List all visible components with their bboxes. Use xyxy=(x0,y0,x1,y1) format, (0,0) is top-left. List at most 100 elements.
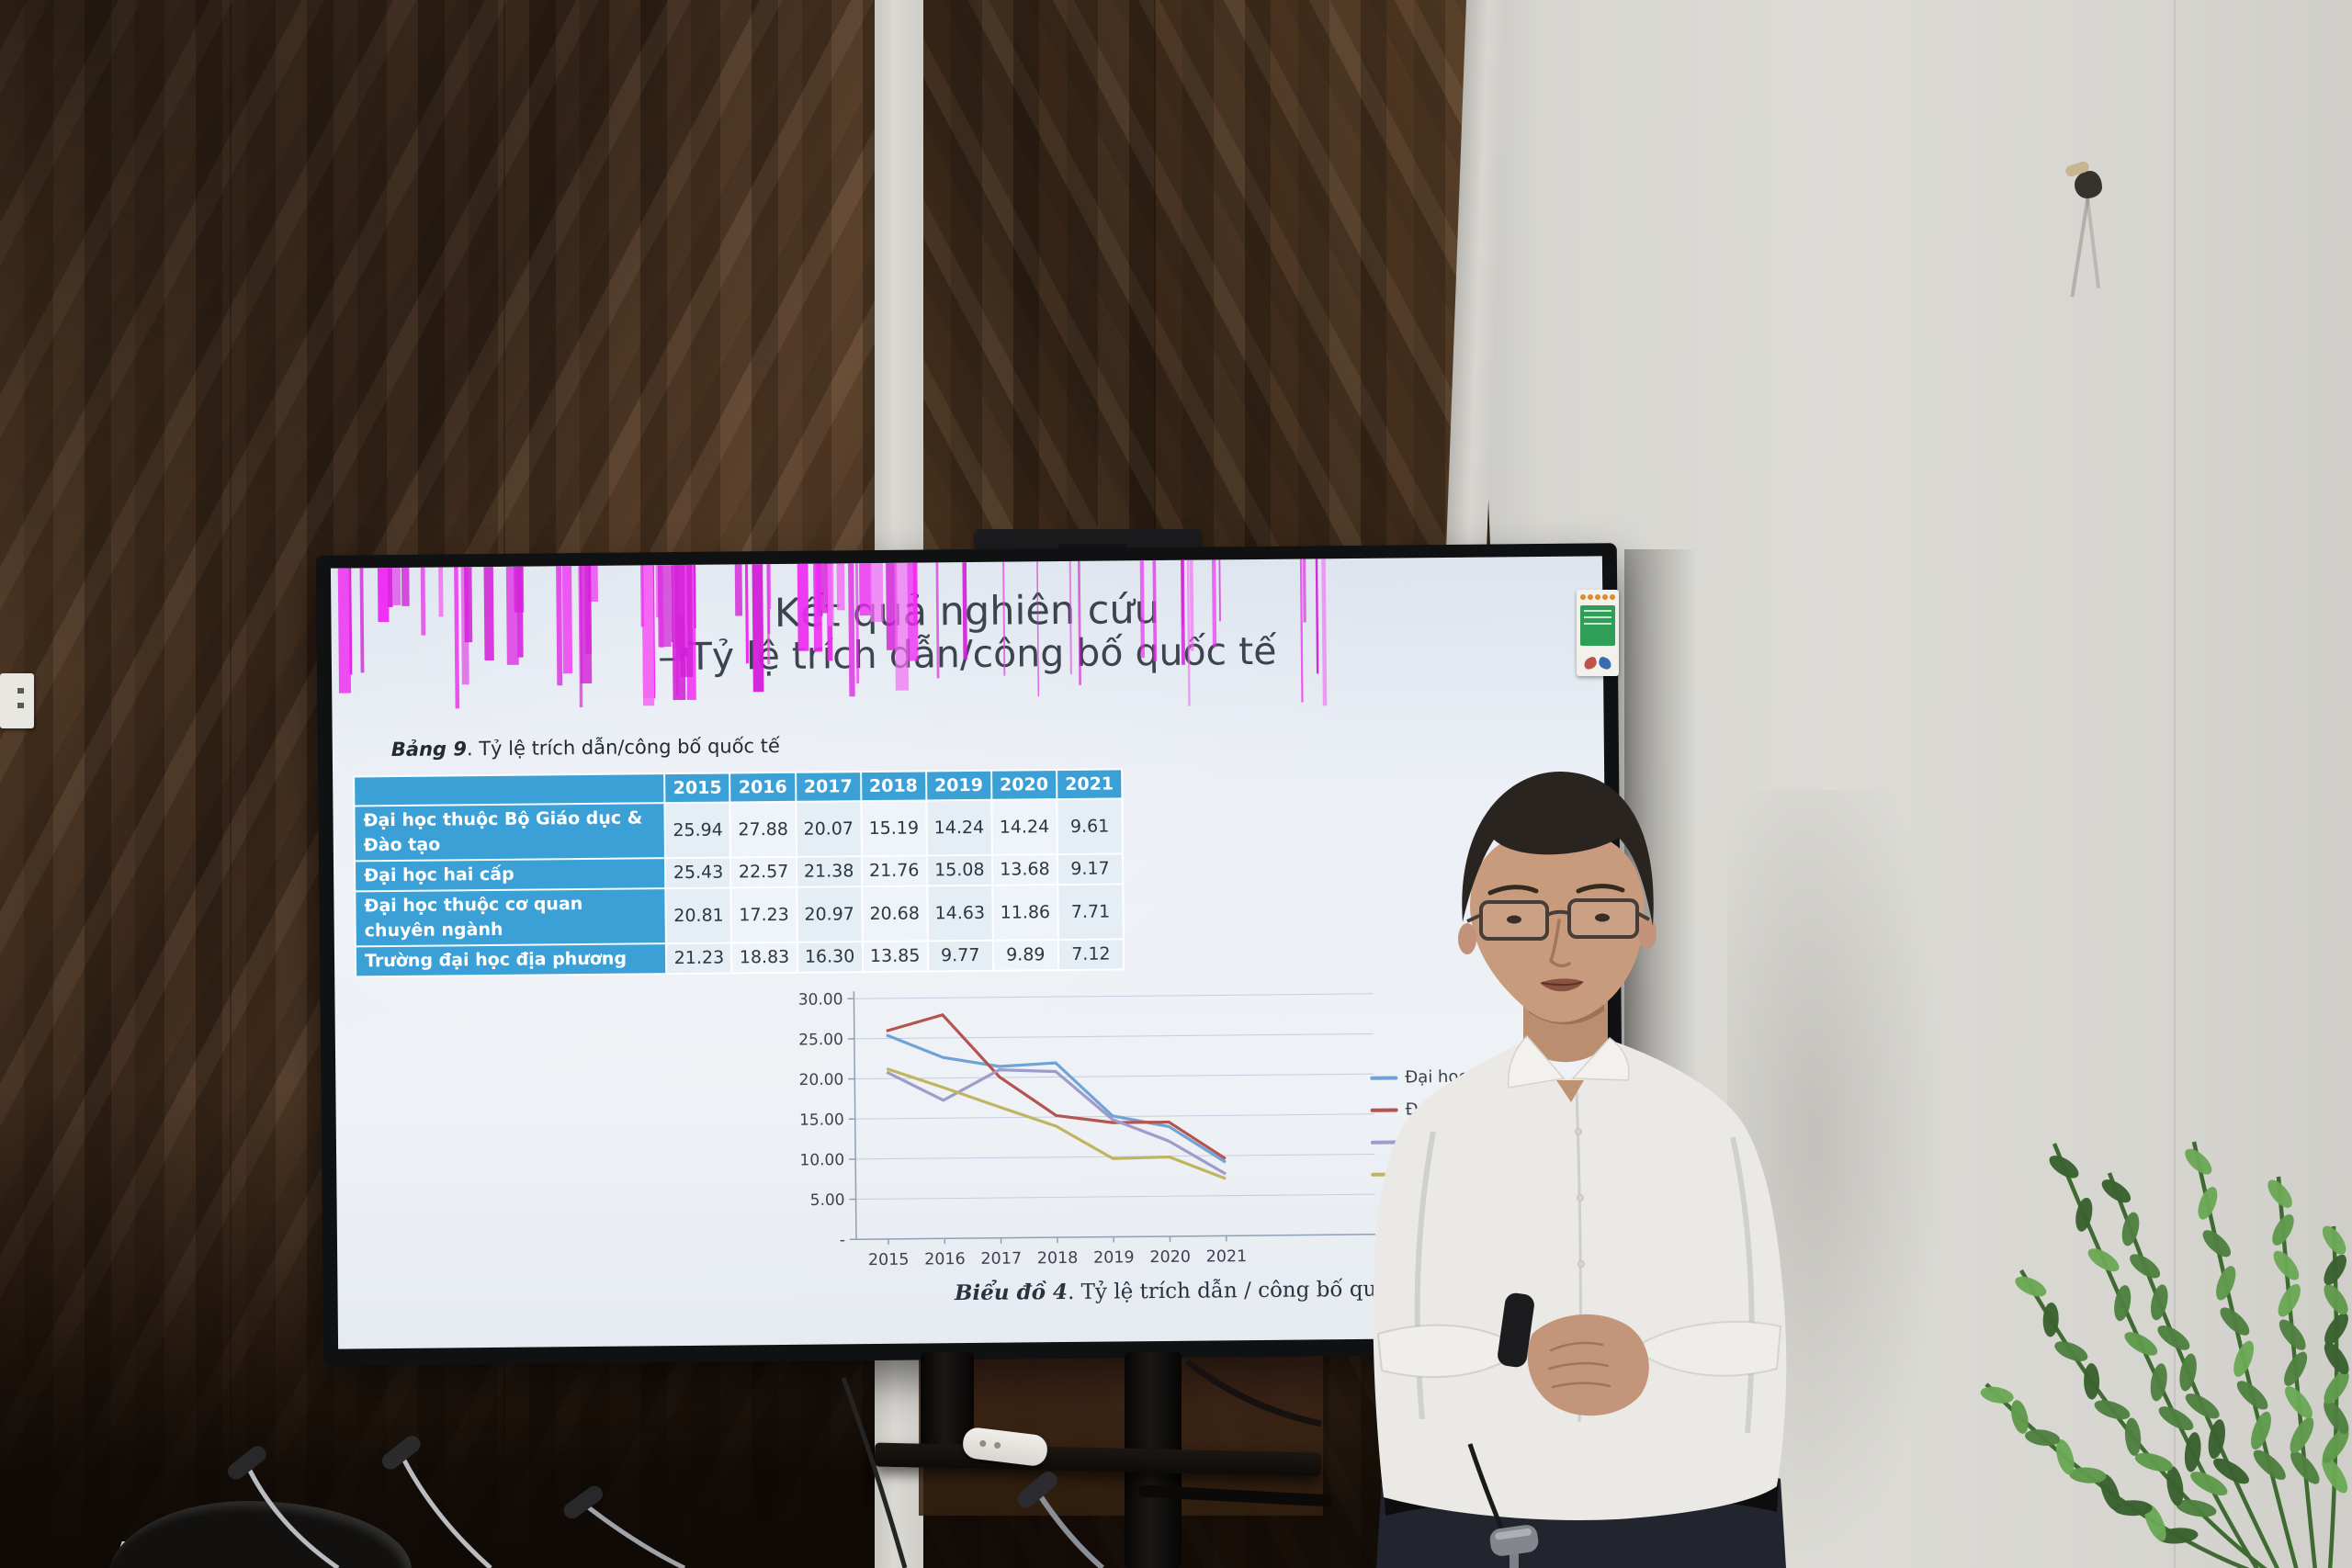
plant-leaf xyxy=(2324,1313,2348,1345)
presenter-clicker xyxy=(1498,1292,1534,1368)
plant-leaf xyxy=(2069,1467,2107,1483)
presenter-nose xyxy=(1548,919,1571,968)
plant-leaf xyxy=(2324,1371,2349,1404)
plant-leaf xyxy=(2087,1248,2120,1272)
plant-leaf xyxy=(2084,1363,2100,1400)
plant-leaf xyxy=(2100,1473,2120,1511)
shirt-fold xyxy=(1414,1131,1436,1420)
shirt-button xyxy=(1577,1194,1584,1201)
plant-leaf xyxy=(2290,1450,2320,1484)
plant-leaf xyxy=(2273,1250,2300,1280)
plant-leaf xyxy=(2042,1302,2059,1337)
plant-leaf xyxy=(2185,1148,2212,1175)
mouth-line xyxy=(1541,981,1583,987)
y-tick-label: 20.00 xyxy=(799,1071,844,1089)
energy-rating-label xyxy=(1577,590,1619,676)
presenter-eye xyxy=(1595,913,1610,922)
microphone xyxy=(563,1485,686,1568)
plant-leaf xyxy=(1980,1386,2014,1404)
presenter-face xyxy=(1470,829,1645,1022)
presenter xyxy=(1373,771,1787,1568)
plant-leaf xyxy=(2113,1500,2153,1517)
plant-leaf xyxy=(2124,1332,2158,1356)
plant-leaf xyxy=(2049,1156,2079,1179)
x-tick-label: 2020 xyxy=(1149,1248,1191,1267)
plant-leaf xyxy=(2176,1499,2217,1517)
x-tick-label: 2017 xyxy=(980,1249,1022,1268)
plant-leaf xyxy=(2190,1472,2228,1495)
plant-leaf xyxy=(2267,1179,2292,1208)
citation-chart: - 5.00 10.00 15.00 20.00 25.00 30.00 2015 2016 20… xyxy=(798,990,1375,1269)
plant-leaf xyxy=(2101,1179,2132,1203)
plant-leaf xyxy=(2015,1276,2047,1297)
presenter-ear xyxy=(1638,918,1657,949)
presenter-eye xyxy=(1507,915,1521,924)
plant-leaf xyxy=(2324,1254,2346,1285)
plant-leaf xyxy=(2130,1254,2161,1279)
energy-label-body xyxy=(1580,605,1615,646)
microphone xyxy=(227,1446,340,1568)
plant-leaf xyxy=(2324,1342,2349,1375)
x-tick-label: 2019 xyxy=(1093,1248,1135,1267)
finger-lines xyxy=(1547,1341,1611,1389)
hook-body xyxy=(2075,171,2102,198)
plant-leaf xyxy=(2124,1417,2142,1456)
wall-corner-line xyxy=(2174,0,2176,1568)
plant-leaf xyxy=(2185,1393,2220,1419)
plant-leaf xyxy=(2251,1411,2271,1450)
plant-leaf xyxy=(2253,1450,2286,1481)
plant-leaf xyxy=(2024,1429,2061,1446)
y-tick-label: 5.00 xyxy=(810,1191,845,1210)
plant-leaf xyxy=(2184,1432,2201,1472)
presenter-glasses xyxy=(1466,898,1650,941)
plant-leaf xyxy=(2284,1351,2308,1386)
chart-series-line xyxy=(886,1066,1227,1180)
plant-leaf xyxy=(2272,1213,2294,1246)
plant-leaf xyxy=(2134,1452,2174,1472)
chart-series-line xyxy=(886,1068,1227,1176)
presenter-hands xyxy=(1527,1314,1649,1416)
microphone xyxy=(381,1436,492,1568)
chart-series-line xyxy=(886,1033,1227,1164)
y-tick-label: - xyxy=(840,1231,845,1249)
plant-leaf xyxy=(2144,1504,2166,1541)
presenter-eyebrow xyxy=(1576,884,1625,894)
plant-leaf xyxy=(2156,1528,2199,1544)
plant-leaf xyxy=(2158,1406,2194,1431)
citation-chart-area: - 5.00 10.00 15.00 20.00 25.00 30.00 2015 2016 20… xyxy=(794,968,1403,1277)
plant-leaf xyxy=(2055,1439,2075,1475)
plant-leaf xyxy=(2202,1230,2232,1258)
y-tick-label: 10.00 xyxy=(799,1151,844,1169)
plant-leaf xyxy=(2151,1284,2168,1321)
presenter-ear xyxy=(1458,923,1476,954)
plant-leaf xyxy=(2322,1225,2346,1255)
plant-leaf xyxy=(2198,1187,2218,1220)
presenter-shirt xyxy=(1373,1040,1787,1520)
plant-leaf xyxy=(2278,1283,2301,1317)
plant-leaf xyxy=(2322,1428,2349,1463)
x-tick-label: 2016 xyxy=(924,1250,966,1269)
plant-leaf xyxy=(2220,1307,2250,1336)
plant-leaf xyxy=(2278,1319,2306,1350)
y-tick-label: 15.00 xyxy=(799,1111,844,1129)
plant-leaf xyxy=(2285,1386,2312,1418)
plant-leaf xyxy=(2094,1400,2131,1420)
plant-leaf xyxy=(2236,1381,2268,1410)
x-tick-label: 2018 xyxy=(1037,1249,1079,1268)
plant-leaf xyxy=(2114,1285,2132,1322)
plant-leaf xyxy=(2166,1466,2184,1506)
plant-leaf xyxy=(2121,1212,2140,1247)
plant-leaf xyxy=(2322,1457,2348,1494)
x-tick-label: 2015 xyxy=(868,1251,910,1269)
power-outlet xyxy=(0,673,34,728)
plant-leaf xyxy=(2011,1400,2029,1434)
y-tick-label: 25.00 xyxy=(798,1031,843,1049)
plant-leaf xyxy=(2054,1341,2088,1361)
microphone xyxy=(1017,1472,1104,1568)
chest-skin xyxy=(1556,1080,1584,1102)
plant-leaf xyxy=(2216,1266,2236,1301)
cable xyxy=(1184,1359,1322,1427)
plant-leaf xyxy=(2150,1363,2167,1402)
energy-stars xyxy=(1580,594,1615,602)
